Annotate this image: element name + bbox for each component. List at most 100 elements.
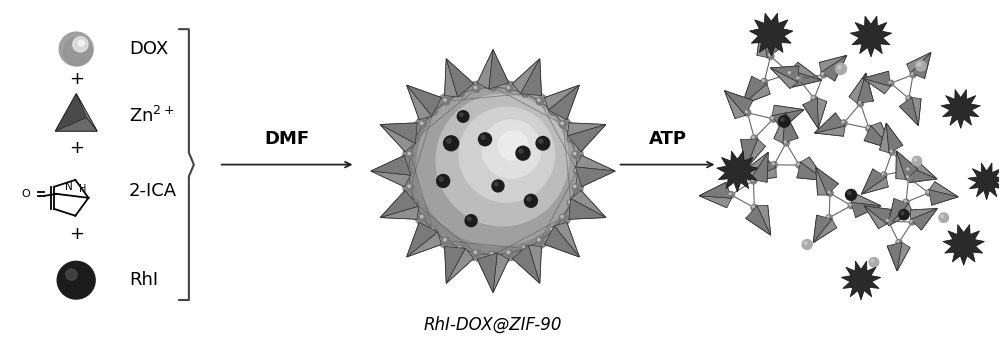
Circle shape <box>797 77 799 79</box>
Circle shape <box>457 245 465 252</box>
Polygon shape <box>554 222 579 257</box>
Polygon shape <box>746 139 765 169</box>
Circle shape <box>59 32 93 66</box>
Circle shape <box>458 246 461 249</box>
Circle shape <box>889 82 891 83</box>
Circle shape <box>574 185 576 187</box>
Polygon shape <box>801 157 825 180</box>
Polygon shape <box>380 123 417 144</box>
Text: +: + <box>69 70 84 88</box>
Circle shape <box>482 120 541 178</box>
Circle shape <box>769 54 771 56</box>
Circle shape <box>522 245 529 252</box>
Circle shape <box>550 109 553 112</box>
Polygon shape <box>896 151 918 179</box>
Circle shape <box>728 192 734 198</box>
Circle shape <box>770 115 777 122</box>
Circle shape <box>767 53 774 59</box>
Polygon shape <box>746 205 771 235</box>
Circle shape <box>761 78 768 85</box>
Polygon shape <box>864 206 891 229</box>
Polygon shape <box>791 62 822 80</box>
Polygon shape <box>815 113 844 136</box>
Polygon shape <box>861 169 888 194</box>
Circle shape <box>882 173 884 175</box>
Circle shape <box>465 215 477 227</box>
Polygon shape <box>910 209 937 230</box>
Circle shape <box>916 61 926 71</box>
Circle shape <box>405 167 412 175</box>
Circle shape <box>444 99 446 101</box>
Circle shape <box>822 73 823 74</box>
Circle shape <box>572 184 580 191</box>
Text: Zn$^{2+}$: Zn$^{2+}$ <box>129 106 175 126</box>
Polygon shape <box>545 226 579 257</box>
Circle shape <box>78 40 84 46</box>
Circle shape <box>567 135 575 143</box>
Polygon shape <box>792 62 822 87</box>
Polygon shape <box>770 68 798 89</box>
Polygon shape <box>880 123 889 153</box>
Polygon shape <box>528 245 541 283</box>
Circle shape <box>522 90 529 97</box>
Circle shape <box>901 211 904 215</box>
Polygon shape <box>797 157 825 180</box>
Circle shape <box>866 125 872 132</box>
Polygon shape <box>909 167 937 183</box>
Polygon shape <box>477 49 509 83</box>
Polygon shape <box>477 259 509 293</box>
Polygon shape <box>864 206 891 224</box>
Circle shape <box>439 177 443 181</box>
Circle shape <box>918 63 921 66</box>
Circle shape <box>549 227 556 234</box>
Polygon shape <box>774 113 785 143</box>
Circle shape <box>914 158 917 161</box>
Circle shape <box>574 152 576 155</box>
Polygon shape <box>770 66 799 89</box>
Circle shape <box>812 97 814 98</box>
Circle shape <box>907 176 909 178</box>
Circle shape <box>506 250 513 257</box>
Circle shape <box>910 72 916 78</box>
Polygon shape <box>803 101 827 128</box>
Polygon shape <box>888 199 909 226</box>
Circle shape <box>848 203 854 209</box>
Circle shape <box>750 177 757 184</box>
Polygon shape <box>407 85 441 120</box>
Circle shape <box>419 121 427 128</box>
Polygon shape <box>750 152 768 182</box>
Circle shape <box>784 141 786 143</box>
Circle shape <box>442 237 450 245</box>
Polygon shape <box>699 182 732 198</box>
Polygon shape <box>849 73 873 101</box>
Polygon shape <box>371 155 404 187</box>
Polygon shape <box>741 139 765 169</box>
Polygon shape <box>772 110 804 130</box>
Polygon shape <box>896 151 906 179</box>
Circle shape <box>494 183 498 186</box>
Circle shape <box>473 85 480 92</box>
Circle shape <box>417 85 578 246</box>
Polygon shape <box>521 59 541 96</box>
Polygon shape <box>380 123 417 152</box>
Polygon shape <box>407 222 438 257</box>
Polygon shape <box>477 49 493 89</box>
Polygon shape <box>932 182 958 205</box>
Circle shape <box>751 135 758 142</box>
Circle shape <box>559 214 567 221</box>
Polygon shape <box>445 59 474 96</box>
Circle shape <box>729 193 731 195</box>
Circle shape <box>745 111 747 113</box>
Circle shape <box>890 150 892 152</box>
Polygon shape <box>907 53 931 78</box>
Polygon shape <box>748 167 776 180</box>
Polygon shape <box>797 162 825 180</box>
Polygon shape <box>851 194 881 206</box>
Polygon shape <box>477 253 497 293</box>
Circle shape <box>820 72 827 78</box>
Circle shape <box>550 228 553 231</box>
Circle shape <box>419 214 427 221</box>
Circle shape <box>887 220 888 221</box>
Circle shape <box>406 151 414 158</box>
Circle shape <box>436 94 568 226</box>
